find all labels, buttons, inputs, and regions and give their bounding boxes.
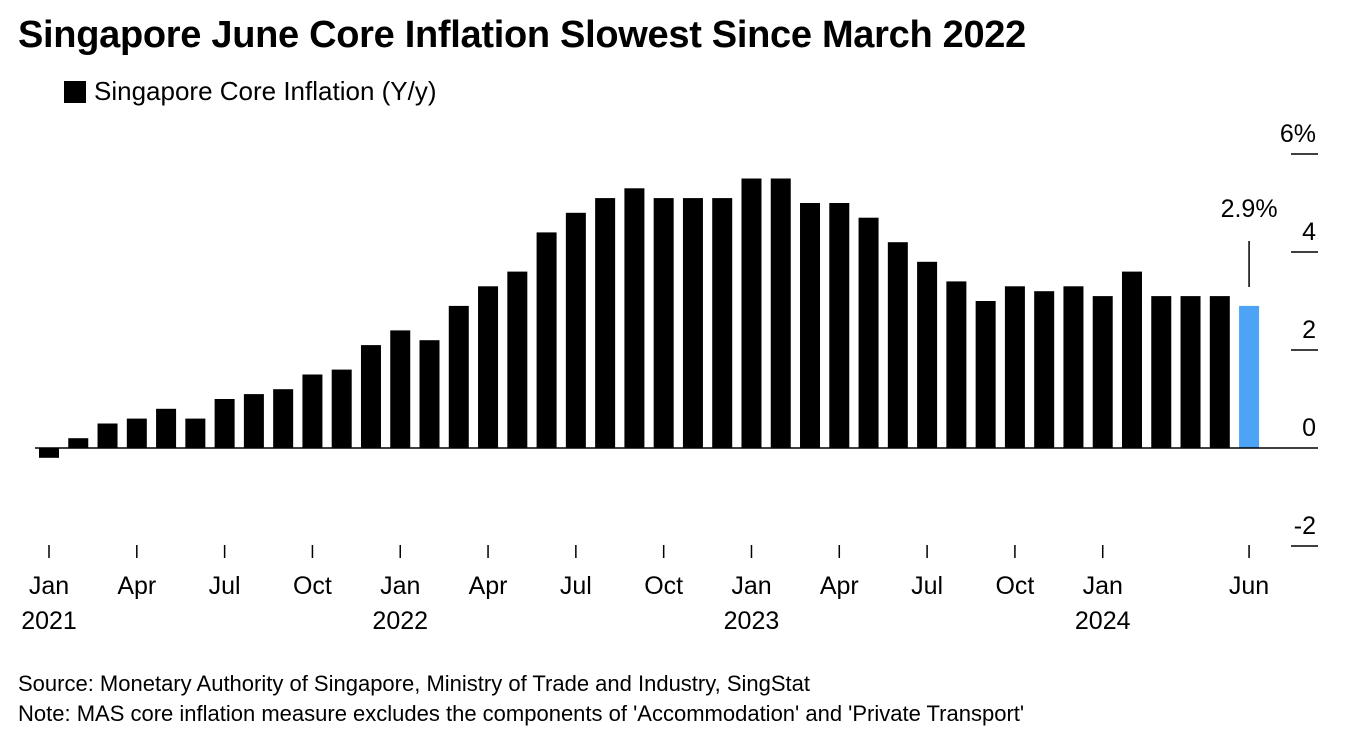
bar: [1239, 305, 1260, 448]
x-tick-label: Jul: [560, 572, 592, 600]
x-tick-label: Jul: [209, 572, 241, 600]
bar: [302, 374, 323, 448]
bar: [273, 389, 294, 448]
bar: [1180, 296, 1201, 448]
x-tick-label: Apr: [820, 572, 859, 600]
bar: [858, 217, 879, 448]
legend-label: Singapore Core Inflation (Y/y): [94, 76, 437, 106]
bar: [887, 242, 908, 448]
x-tick-label: Jan: [731, 572, 771, 600]
bar: [478, 286, 499, 448]
x-year-label: 2023: [724, 607, 780, 635]
bar: [507, 271, 528, 448]
bar: [595, 198, 616, 448]
bar: [800, 203, 821, 448]
y-tick-label: 2: [1302, 316, 1316, 344]
data-label: 2.9%: [1221, 195, 1278, 223]
bar: [741, 178, 762, 448]
x-year-label: 2022: [372, 607, 428, 635]
y-tick-label: -2: [1294, 512, 1316, 540]
y-tick-label: 4: [1302, 218, 1316, 246]
bar: [1034, 291, 1055, 448]
x-tick-label: Apr: [469, 572, 508, 600]
x-tick-label: Jan: [380, 572, 420, 600]
bar: [653, 198, 674, 448]
x-tick-label: Oct: [293, 572, 332, 600]
bar: [419, 340, 440, 448]
bar: [1092, 296, 1113, 448]
bar: [185, 418, 206, 448]
bar: [1004, 286, 1025, 448]
bar: [156, 408, 177, 448]
bar: [536, 232, 557, 448]
y-tick-label: 0: [1302, 414, 1316, 442]
x-year-label: 2021: [21, 607, 77, 635]
bar: [1121, 271, 1142, 448]
x-tick-label: Oct: [995, 572, 1034, 600]
bar: [770, 178, 791, 448]
y-tick-label: 6%: [1280, 120, 1316, 148]
bar: [331, 369, 352, 448]
x-tick-label: Jul: [911, 572, 943, 600]
bar: [682, 198, 703, 448]
x-tick-label: Oct: [644, 572, 683, 600]
bar: [1063, 286, 1084, 448]
bar: [624, 188, 645, 449]
bar: [390, 330, 411, 448]
x-tick-label: Jan: [29, 572, 69, 600]
methodology-note: Note: MAS core inflation measure exclude…: [18, 701, 1025, 726]
bar: [917, 261, 938, 448]
bar: [39, 448, 59, 458]
bar: [829, 203, 850, 448]
bar: [243, 394, 264, 448]
bar: [68, 438, 89, 448]
bar: [126, 418, 147, 448]
bar: [565, 212, 586, 448]
x-tick-label: Jun: [1229, 572, 1269, 600]
bar: [448, 305, 469, 448]
source-note: Source: Monetary Authority of Singapore,…: [18, 671, 810, 696]
bar: [946, 281, 967, 448]
bar: [975, 301, 996, 448]
x-tick-label: Apr: [117, 572, 156, 600]
bar: [214, 399, 235, 448]
bar: [712, 198, 733, 448]
chart-title: Singapore June Core Inflation Slowest Si…: [18, 14, 1026, 56]
bar-chart: 6% 4 2 0 -2 Jan 2021 Apr Jul Oct Jan 2022 Apr Jul Oct J…: [21, 120, 1318, 635]
x-year-label: 2024: [1075, 607, 1131, 635]
legend: Singapore Core Inflation (Y/y): [64, 76, 437, 107]
x-tick-label: Jan: [1083, 572, 1123, 600]
bar: [1209, 296, 1230, 448]
bar: [97, 423, 118, 448]
legend-swatch: [64, 80, 86, 103]
bar: [1151, 296, 1172, 448]
bar: [360, 345, 381, 448]
